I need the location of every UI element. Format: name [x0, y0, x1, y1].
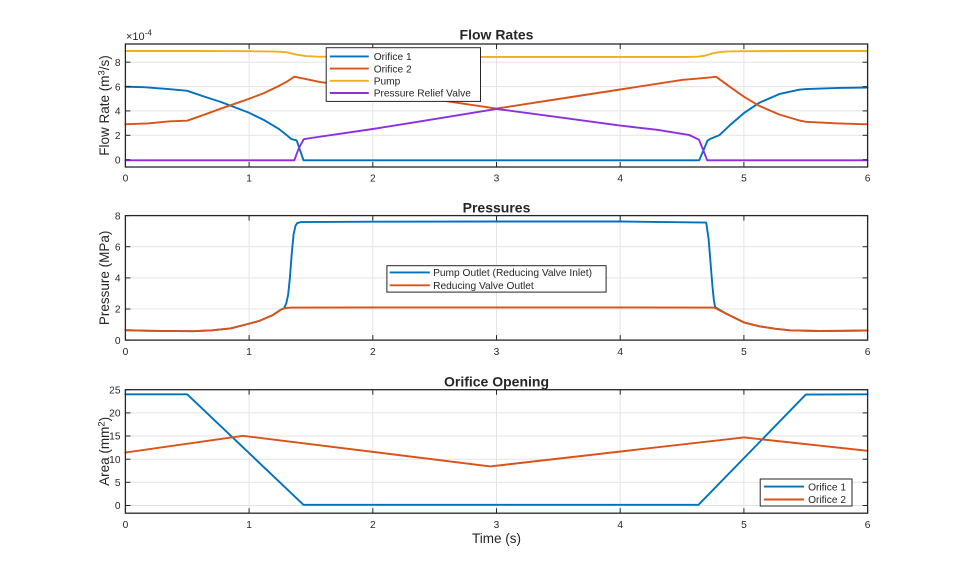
svg-text:6: 6	[865, 520, 871, 531]
svg-text:8: 8	[115, 211, 121, 222]
svg-text:6: 6	[115, 242, 121, 253]
svg-text:2: 2	[115, 305, 121, 316]
svg-text:20: 20	[109, 409, 121, 420]
svg-text:4: 4	[115, 107, 121, 118]
svg-text:3: 3	[494, 520, 500, 531]
svg-text:4: 4	[617, 174, 623, 185]
svg-text:2: 2	[370, 347, 376, 358]
svg-text:Orifice 2: Orifice 2	[808, 495, 846, 506]
svg-text:Pump: Pump	[374, 77, 401, 88]
svg-text:0: 0	[115, 501, 121, 512]
svg-text:1: 1	[246, 520, 252, 531]
svg-text:4: 4	[115, 274, 121, 285]
svg-text:8: 8	[115, 58, 121, 69]
svg-text:15: 15	[109, 432, 121, 443]
svg-text:0: 0	[123, 520, 129, 531]
svg-text:0: 0	[123, 174, 129, 185]
svg-text:3: 3	[494, 347, 500, 358]
svg-text:2: 2	[370, 520, 376, 531]
svg-text:5: 5	[741, 520, 747, 531]
svg-text:Orifice 1: Orifice 1	[808, 482, 846, 493]
svg-text:Orifice 2: Orifice 2	[374, 64, 412, 75]
svg-text:0: 0	[115, 336, 121, 347]
svg-text:Pressure (MPa): Pressure (MPa)	[97, 231, 112, 326]
svg-text:4: 4	[617, 520, 623, 531]
svg-text:10: 10	[109, 455, 121, 466]
svg-text:6: 6	[115, 82, 121, 93]
svg-text:5: 5	[741, 347, 747, 358]
svg-text:Flow Rate (m: Flow Rate (m	[97, 76, 112, 156]
svg-text:Pressures: Pressures	[463, 199, 531, 215]
svg-text:5: 5	[115, 478, 121, 489]
svg-text:Reducing Valve Outlet: Reducing Valve Outlet	[433, 281, 534, 292]
svg-text:Time (s): Time (s)	[472, 531, 521, 546]
svg-text:1: 1	[246, 174, 252, 185]
svg-text:3: 3	[96, 70, 107, 75]
svg-text:Pressure Relief Valve: Pressure Relief Valve	[374, 89, 472, 100]
svg-text:4: 4	[617, 347, 623, 358]
svg-text:2: 2	[115, 131, 121, 142]
svg-text:Area (mm: Area (mm	[97, 427, 112, 486]
svg-text:): )	[97, 417, 112, 422]
svg-text:6: 6	[865, 347, 871, 358]
svg-text:Orifice 1: Orifice 1	[374, 52, 412, 63]
svg-text:25: 25	[109, 385, 121, 396]
svg-text:5: 5	[741, 174, 747, 185]
svg-text:3: 3	[494, 174, 500, 185]
svg-text:Pump Outlet (Reducing Valve In: Pump Outlet (Reducing Valve Inlet)	[433, 268, 592, 279]
svg-text:Flow Rates: Flow Rates	[460, 27, 534, 43]
svg-text:0: 0	[123, 347, 129, 358]
svg-text:1: 1	[246, 347, 252, 358]
svg-text:/s): /s)	[97, 55, 112, 70]
svg-text:0: 0	[115, 155, 121, 166]
svg-text:6: 6	[865, 174, 871, 185]
svg-text:Orifice Opening: Orifice Opening	[444, 374, 549, 390]
svg-text:2: 2	[370, 174, 376, 185]
svg-text:2: 2	[96, 421, 107, 426]
